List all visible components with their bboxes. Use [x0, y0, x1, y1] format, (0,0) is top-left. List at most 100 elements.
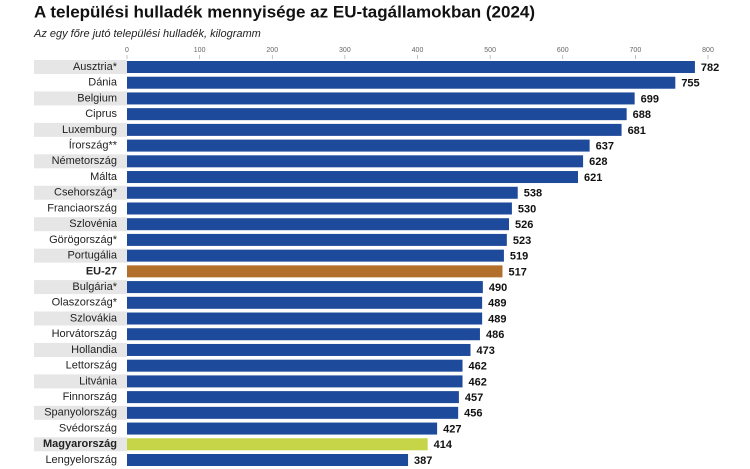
bar: [127, 375, 463, 388]
category-label: Hollandia: [71, 344, 118, 356]
value-label: 486: [486, 329, 504, 341]
x-tick-label: 300: [339, 47, 351, 54]
bar: [127, 296, 483, 309]
category-label: Portugália: [67, 250, 117, 262]
category-label: Írország**: [69, 139, 118, 152]
value-label: 414: [434, 439, 453, 451]
bar: [127, 139, 590, 152]
value-label: 462: [469, 376, 487, 388]
value-label: 699: [641, 93, 659, 105]
value-label: 427: [443, 423, 461, 435]
category-label: Belgium: [77, 92, 117, 104]
value-label: 526: [515, 219, 533, 231]
category-label: Málta: [90, 171, 118, 183]
category-label: Lettország: [66, 360, 117, 372]
value-label: 489: [488, 313, 506, 325]
value-label: 755: [681, 78, 699, 90]
category-label: Görögország*: [49, 234, 118, 246]
label-stripe: [34, 374, 127, 389]
category-label: Lengyelország: [45, 454, 117, 466]
chart-subtitle: Az egy főre jutó települési hulladék, ki…: [33, 28, 261, 40]
bar: [127, 92, 635, 105]
label-stripe: [34, 342, 127, 357]
category-label: Spanyolország: [44, 407, 117, 419]
category-label: Ciprus: [85, 108, 117, 120]
bar: [127, 454, 409, 466]
value-label: 637: [596, 141, 614, 153]
value-label: 621: [584, 172, 602, 184]
category-label: Horvátország: [52, 328, 117, 340]
x-tick-label: 100: [194, 47, 206, 54]
x-tick-label: 700: [630, 47, 642, 54]
bar: [127, 265, 503, 278]
category-label: Ausztria*: [73, 61, 118, 73]
chart-title: A települési hulladék mennyisége az EU-t…: [34, 2, 535, 21]
bar: [127, 359, 463, 372]
bar: [127, 343, 471, 356]
bar: [127, 249, 504, 262]
x-tick-label: 800: [702, 47, 714, 54]
value-label: 681: [628, 125, 646, 137]
label-stripe: [34, 91, 127, 106]
label-stripe: [34, 122, 127, 137]
x-tick-label: 600: [557, 47, 569, 54]
bar: [127, 202, 512, 215]
value-label: 456: [464, 408, 482, 420]
label-stripe: [34, 60, 127, 74]
bar: [127, 218, 510, 231]
category-label: Csehország*: [54, 187, 118, 199]
bar: [127, 406, 459, 419]
value-label: 628: [589, 156, 607, 168]
category-label: Finnország: [63, 391, 117, 403]
label-stripe: [34, 280, 127, 295]
value-label: 517: [508, 266, 526, 278]
value-label: 519: [510, 251, 528, 263]
value-label: 473: [477, 345, 495, 357]
bar: [127, 108, 627, 121]
label-stripe: [34, 405, 127, 420]
label-stripe: [34, 185, 127, 200]
bar: [127, 391, 459, 404]
category-label: EU-27: [86, 265, 117, 277]
bar: [127, 155, 584, 168]
bar: [127, 281, 483, 294]
bar: [127, 438, 428, 451]
category-label: Dánia: [88, 77, 118, 89]
value-label: 530: [518, 203, 536, 215]
label-stripe: [34, 217, 127, 232]
bar: [127, 312, 483, 325]
value-label: 688: [633, 109, 651, 121]
value-label: 523: [513, 235, 531, 247]
x-tick-label: 0: [125, 47, 129, 54]
value-label: 387: [414, 455, 432, 467]
category-label: Franciaország: [47, 202, 117, 214]
label-stripe: [34, 154, 127, 169]
x-tick-label: 200: [266, 47, 278, 54]
category-label: Magyarország: [43, 438, 117, 450]
category-label: Bulgária*: [72, 281, 117, 293]
category-label: Németország: [52, 155, 117, 167]
bar: [127, 61, 695, 73]
bar: [127, 171, 579, 184]
category-label: Szlovákia: [70, 312, 118, 324]
value-label: 490: [489, 282, 507, 294]
category-label: Olaszország*: [52, 297, 118, 309]
value-label: 782: [701, 62, 719, 74]
bar: [127, 233, 507, 246]
category-label: Svédország: [59, 422, 117, 434]
bar: [127, 186, 518, 199]
bar: [127, 422, 438, 435]
x-tick-label: 400: [412, 47, 424, 54]
value-label: 538: [524, 188, 542, 200]
label-stripe: [34, 248, 127, 263]
value-label: 489: [488, 298, 506, 310]
bar: [127, 123, 622, 136]
x-tick-label: 500: [484, 47, 496, 54]
bar: [127, 328, 480, 341]
category-label: Luxemburg: [62, 124, 117, 136]
category-label: Szlovénia: [69, 218, 118, 230]
value-label: 462: [469, 361, 487, 373]
label-stripe: [34, 437, 127, 452]
category-label: Litvánia: [79, 375, 118, 387]
